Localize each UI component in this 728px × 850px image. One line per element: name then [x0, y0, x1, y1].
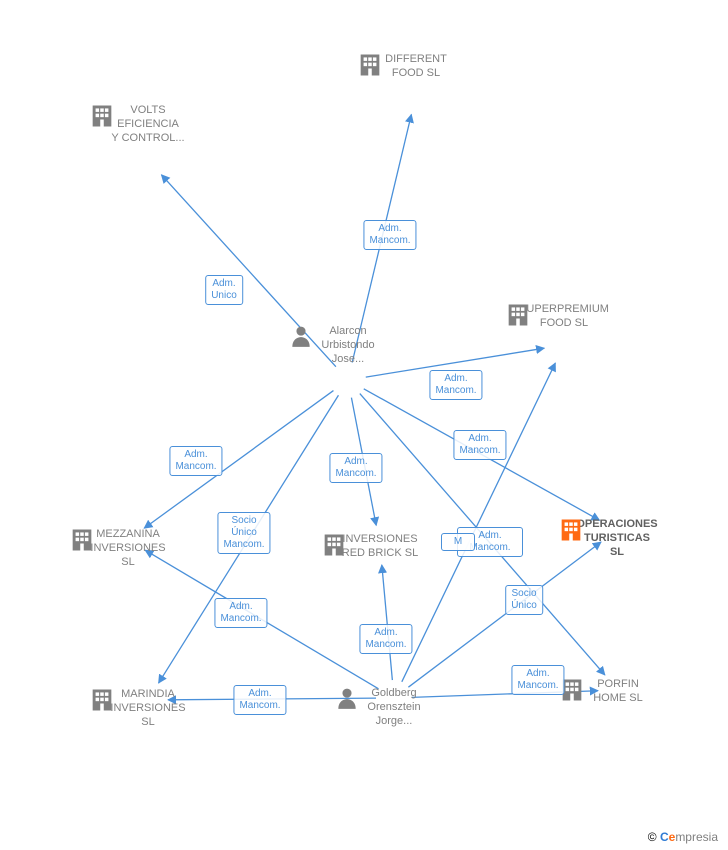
- node-superpremium[interactable]: SUPERPREMIUMFOOD SL: [504, 301, 624, 331]
- edge-label-alarcon-redbrick: Adm.Mancom.: [329, 453, 382, 483]
- node-different[interactable]: DIFFERENTFOOD SL: [356, 51, 476, 81]
- node-porfin[interactable]: PORFINHOME SL: [558, 676, 678, 706]
- node-goldberg[interactable]: GoldbergOrenszteinJorge...: [334, 685, 454, 728]
- copyright-symbol: ©: [648, 830, 657, 844]
- node-mezzanina[interactable]: MEZZANINAINVERSIONESSL: [68, 526, 188, 569]
- node-operaciones[interactable]: OPERACIONESTURISTICASSL: [557, 516, 677, 559]
- edge-label-alarcon-volts: Adm.Unico: [205, 275, 243, 305]
- copyright-rest: mpresia: [675, 830, 718, 844]
- edge-goldberg-operaciones: [408, 542, 601, 687]
- edge-label-alarcon-different: Adm.Mancom.: [363, 220, 416, 250]
- edge-label-goldberg-mezzanina: Adm.Mancom.: [214, 598, 267, 628]
- edge-label-alarcon-mezzanina: Adm.Mancom.: [169, 446, 222, 476]
- edge-label-goldberg-redbrick: Adm.Mancom.: [359, 624, 412, 654]
- node-alarcon[interactable]: AlarconUrbistondoJose...: [288, 323, 408, 366]
- edge-label-alarcon-marindia: SocioÚnicoMancom.: [217, 512, 270, 554]
- edge-label-alarcon-superpremium: Adm.Mancom.: [429, 370, 482, 400]
- edge-label-goldberg-operaciones: SocioÚnico: [505, 585, 543, 615]
- edge-label-goldberg-superpremium: M: [441, 533, 475, 551]
- node-redbrick[interactable]: INVERSIONESRED BRICK SL: [320, 531, 440, 561]
- copyright: © Cempresia: [648, 830, 718, 844]
- edge-goldberg-redbrick: [382, 565, 393, 680]
- node-marindia[interactable]: MARINDIAINVERSIONESSL: [88, 686, 208, 729]
- edge-label-goldberg-porfin: Adm.Mancom.: [511, 665, 564, 695]
- node-volts[interactable]: VOLTSEFICIENCIAY CONTROL...: [88, 102, 208, 145]
- edge-label-alarcon-operaciones: Adm.Mancom.: [453, 430, 506, 460]
- edge-label-goldberg-marindia: Adm.Mancom.: [233, 685, 286, 715]
